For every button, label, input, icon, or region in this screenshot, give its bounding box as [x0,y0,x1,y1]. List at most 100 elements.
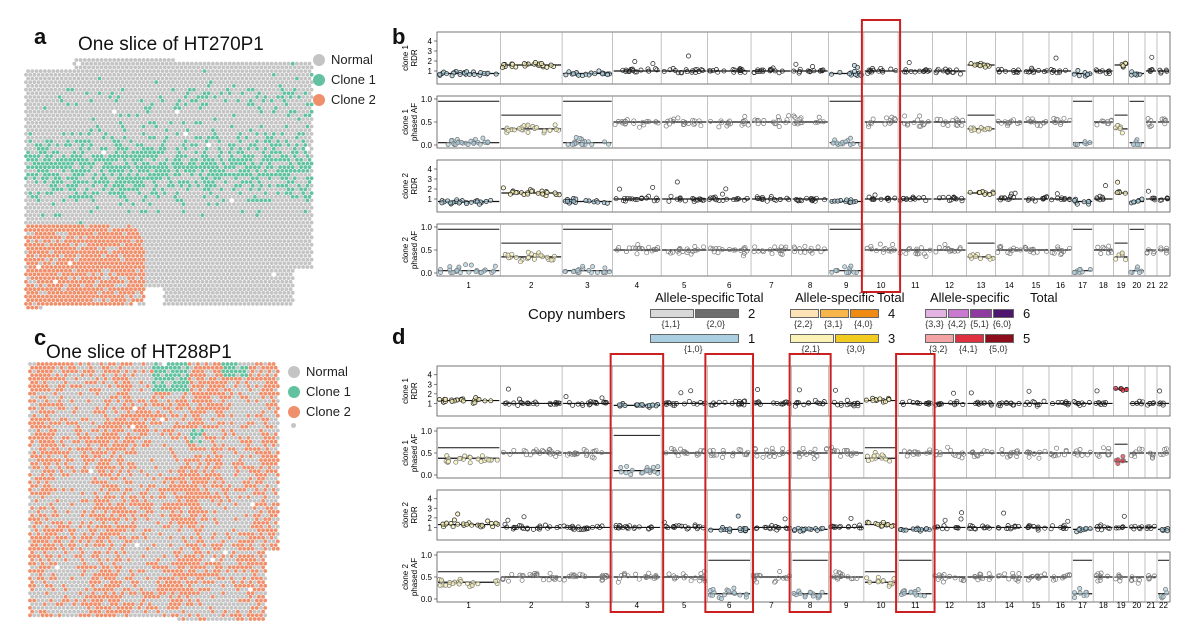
data-point [561,577,567,583]
data-point [600,71,605,77]
data-point [942,517,948,523]
data-point [846,71,852,77]
data-point [809,250,815,256]
data-point [1105,69,1111,75]
data-point [676,523,682,529]
data-point [469,583,475,589]
data-point [775,575,781,581]
data-point [1030,196,1036,202]
data-point [1029,574,1035,579]
data-point [1015,69,1021,75]
data-point [1037,123,1043,129]
data-point [1007,453,1013,459]
data-point [541,128,547,134]
data-point [736,196,741,202]
data-point [593,400,598,406]
data-point [1077,590,1083,596]
copy-number-state-label: {3,2} [929,344,948,354]
data-point [871,453,877,459]
data-point [742,245,748,250]
data-point [1132,71,1138,77]
data-point [783,244,789,250]
data-point [486,457,492,463]
data-point [603,400,609,406]
data-point [601,269,607,275]
data-point [903,251,909,257]
data-point [500,185,506,191]
copy-number-swatch [790,309,819,318]
data-point [999,195,1005,201]
data-point [547,400,553,406]
data-point [1105,119,1111,125]
data-point [848,199,853,205]
data-point [913,527,919,532]
data-point [1005,120,1011,126]
chrom-tick-label: 2 [529,601,534,610]
data-point [623,470,629,476]
data-point [468,199,474,205]
track-ylabel: clone 1 [401,440,410,466]
data-point [870,67,876,73]
data-point [629,467,635,473]
data-point [464,521,470,527]
data-point [776,70,782,76]
data-point [1053,120,1059,126]
data-point [457,72,463,77]
data-point [668,193,674,199]
data-point [934,116,940,122]
data-point [634,251,640,257]
data-point [719,247,725,253]
chrom-tick-label: 20 [1132,601,1141,610]
data-point [908,68,914,74]
data-point [1074,201,1080,207]
data-point [1139,446,1145,452]
data-point [808,245,814,251]
data-point [977,571,983,577]
data-point [615,525,621,531]
data-point [488,197,494,203]
data-point [1002,119,1008,125]
ytick-label: 0.0 [421,471,433,480]
data-point [851,403,857,409]
data-point [796,70,802,76]
data-point [1120,524,1126,530]
data-point [1100,244,1106,250]
data-point [1097,69,1103,75]
data-point [968,61,974,67]
data-point [1132,576,1138,582]
data-point [814,453,820,459]
data-point [851,269,857,275]
track-ylabel: RDR [410,49,419,67]
data-point [691,199,697,205]
legend-label: Clone 1 [306,384,351,399]
data-point [904,453,910,459]
data-point [986,253,992,259]
data-point [754,194,760,200]
panel-label-c: c [34,325,47,350]
data-point [1049,197,1055,203]
data-point [807,69,813,75]
data-point [437,71,443,77]
data-point [916,123,922,129]
data-point [969,450,975,456]
data-point [946,194,952,200]
data-point [851,62,857,68]
data-point [1050,523,1055,529]
data-point [563,394,569,400]
data-point [438,577,444,583]
data-point [950,117,956,123]
data-point [716,399,722,405]
data-point [833,569,839,575]
data-point [679,523,685,529]
data-point [914,246,920,252]
data-point [516,126,522,132]
data-point [926,400,932,406]
data-point [771,400,776,406]
data-point [1107,247,1113,253]
data-point [590,264,596,270]
data-point [954,398,960,404]
data-point [901,448,907,454]
chrom-tick-label: 9 [844,601,849,610]
legend-dot-icon [288,405,300,418]
data-point [636,524,642,530]
